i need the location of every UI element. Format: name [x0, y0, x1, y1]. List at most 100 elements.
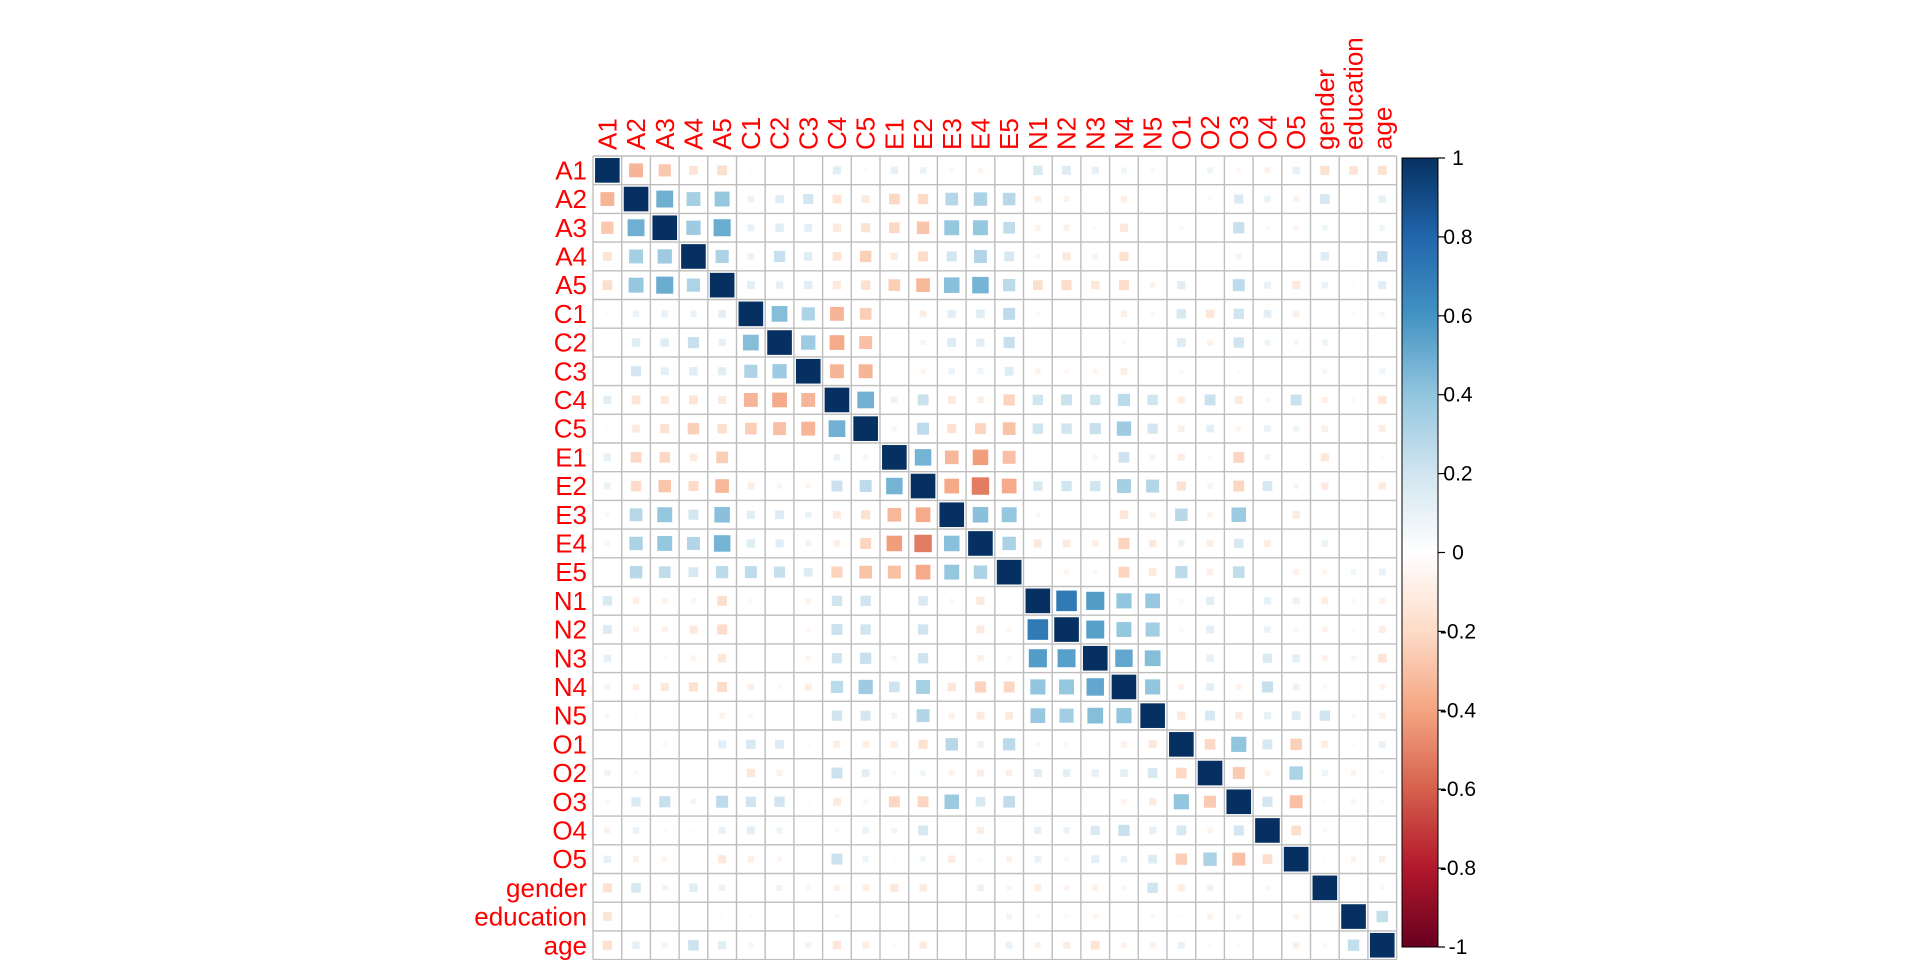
cell-age-C2	[777, 942, 782, 948]
cell-C1-O4	[1262, 308, 1273, 319]
cell-E2-A2	[629, 479, 643, 493]
cell-E2-C2	[775, 482, 784, 490]
cell-C3-age	[1377, 367, 1387, 376]
cell-N2-C3	[804, 626, 812, 634]
cell-A3-C2	[774, 222, 785, 234]
cell-C4-A1	[602, 394, 613, 406]
cell-O1-A5	[716, 739, 728, 750]
cell-N2-C5	[859, 623, 873, 636]
cell-O2-A4	[691, 771, 696, 775]
cell-E2-O2	[1206, 482, 1215, 491]
cell-gender-E1	[889, 882, 900, 894]
row-label-E4: E4	[555, 528, 587, 558]
cell-age-C4	[831, 939, 843, 951]
cell-E1-E3	[943, 449, 960, 466]
cell-A5-O4	[1262, 280, 1273, 290]
row-label-O1: O1	[552, 729, 587, 759]
cell-A2-A2	[622, 185, 650, 213]
cell-O3-age	[1379, 798, 1386, 805]
cell-A5-A5	[708, 271, 736, 299]
cell-E5-E4	[972, 564, 989, 581]
cell-O1-gender	[1320, 739, 1330, 750]
cell-A3-A5	[712, 218, 732, 238]
cell-C4-E5	[1002, 393, 1016, 407]
cell-N2-N5	[1144, 621, 1161, 638]
cell-A5-O5	[1290, 279, 1302, 291]
cell-C2-O5	[1292, 338, 1300, 347]
cell-E1-A4	[688, 452, 699, 463]
cell-A5-A2	[627, 276, 645, 294]
cell-A2-C1	[746, 194, 756, 204]
cell-E1-O2	[1206, 454, 1214, 461]
cell-E2-age	[1377, 481, 1388, 491]
cell-E2-C5	[858, 478, 873, 494]
cell-C5-O3	[1234, 424, 1243, 433]
cell-N3-C4	[830, 651, 844, 665]
cell-O2-A5	[720, 771, 725, 775]
cell-A1-A1	[593, 156, 621, 184]
cell-E3-C3	[803, 510, 813, 520]
cell-C4-C1	[742, 391, 759, 409]
cell-E2-C4	[830, 479, 844, 493]
cell-A4-A3	[656, 248, 674, 265]
cell-C3-A4	[688, 365, 699, 377]
column-label-E5: E5	[994, 118, 1024, 150]
cell-O3-gender	[1322, 798, 1328, 805]
cell-O3-C2	[773, 795, 786, 809]
cell-C1-N5	[1149, 310, 1157, 318]
cell-O1-E1	[889, 739, 900, 750]
column-label-C1: C1	[736, 117, 766, 150]
cell-A5-E2	[915, 277, 932, 294]
column-label-C3: C3	[793, 117, 823, 150]
cell-O3-E2	[916, 795, 930, 809]
cell-education-O5	[1292, 912, 1301, 921]
cell-E5-O1	[1174, 564, 1189, 580]
cell-A1-gender	[1319, 164, 1331, 177]
cell-A1-N5	[1149, 166, 1157, 174]
cell-C1-O1	[1175, 307, 1188, 320]
cell-O1-O2	[1203, 737, 1217, 751]
cell-O2-A3	[662, 770, 668, 776]
cell-E2-E5	[1000, 477, 1018, 495]
cell-A2-E1	[887, 192, 901, 206]
cell-C1-C1	[737, 300, 765, 328]
cell-N4-O3	[1234, 682, 1243, 691]
cell-C3-E4	[976, 367, 985, 376]
cell-gender-N1	[1033, 883, 1043, 893]
cell-C5-A1	[604, 425, 611, 432]
cell-N4-C5	[857, 678, 875, 696]
cell-E5-N5	[1147, 567, 1158, 578]
cell-O5-A1	[602, 854, 613, 865]
cell-E4-C3	[803, 539, 813, 548]
cell-C3-E2	[919, 367, 927, 376]
cell-N4-age	[1378, 682, 1387, 691]
row-label-C1: C1	[554, 299, 587, 329]
cell-A2-O2	[1206, 195, 1214, 203]
cell-N5-E2	[915, 707, 931, 724]
cell-E3-A5	[713, 505, 732, 524]
cell-A5-O2	[1208, 283, 1212, 288]
cell-A2-C2	[774, 193, 785, 205]
cell-gender-N2	[1062, 883, 1071, 892]
row-labels: A1A2A3A4A5C1C2C3C4C5E1E2E3E4E5N1N2N3N4N5…	[474, 155, 587, 960]
cell-C1-C2	[770, 304, 789, 323]
cell-C4-N4	[1116, 392, 1132, 408]
cell-O4-O2	[1206, 826, 1215, 835]
cell-N4-O2	[1204, 681, 1216, 693]
cell-N5-O4	[1262, 710, 1273, 721]
cell-C3-C1	[743, 363, 759, 380]
cell-A5-O1	[1176, 279, 1187, 291]
cell-O3-O2	[1202, 794, 1218, 809]
cell-A3-C5	[859, 221, 872, 234]
color-legend-tick-label: -0.6	[1440, 778, 1476, 801]
cell-N5-A2	[633, 712, 639, 719]
cell-E4-A3	[656, 534, 674, 553]
cell-education-O1	[1178, 913, 1185, 920]
cell-C5-education	[1351, 426, 1356, 431]
cell-N3-O2	[1205, 653, 1215, 664]
column-label-O2: O2	[1195, 115, 1225, 150]
cell-O5-C5	[861, 854, 870, 864]
cell-gender-C2	[775, 883, 784, 893]
column-label-E1: E1	[879, 118, 909, 150]
cell-O2-N2	[1061, 767, 1072, 779]
